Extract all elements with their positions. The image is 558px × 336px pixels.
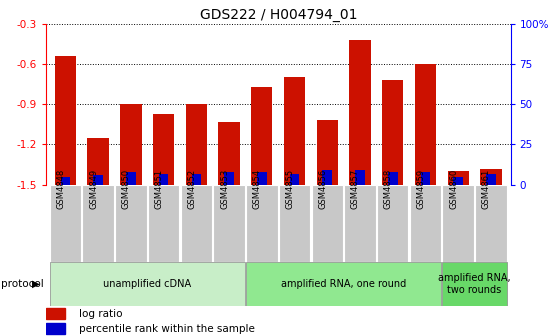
Text: unamplified cDNA: unamplified cDNA xyxy=(103,279,191,289)
Bar xyxy=(186,104,207,185)
Bar xyxy=(257,172,267,185)
Bar xyxy=(421,172,430,185)
Text: amplified RNA,
two rounds: amplified RNA, two rounds xyxy=(438,273,511,295)
Bar xyxy=(442,185,474,262)
Bar xyxy=(159,173,169,185)
Bar xyxy=(191,173,201,185)
Text: log ratio: log ratio xyxy=(79,309,123,319)
Bar xyxy=(213,185,245,262)
Bar xyxy=(475,185,507,262)
Bar xyxy=(46,323,65,335)
Text: amplified RNA, one round: amplified RNA, one round xyxy=(281,279,406,289)
Bar xyxy=(88,138,109,185)
Text: GSM4849: GSM4849 xyxy=(89,169,98,209)
Bar xyxy=(181,185,212,262)
Bar xyxy=(115,185,147,262)
Bar xyxy=(55,56,76,185)
Bar xyxy=(120,104,142,185)
Bar xyxy=(311,185,343,262)
Bar xyxy=(323,170,332,185)
Bar xyxy=(349,40,371,185)
Bar xyxy=(279,185,310,262)
Text: GSM4861: GSM4861 xyxy=(482,169,491,209)
Text: protocol: protocol xyxy=(1,279,44,289)
Bar xyxy=(251,87,272,185)
Bar xyxy=(290,173,299,185)
Bar xyxy=(377,185,408,262)
Bar xyxy=(218,122,240,185)
Bar xyxy=(83,185,114,262)
Bar xyxy=(246,262,441,306)
Text: GSM4857: GSM4857 xyxy=(351,169,360,209)
Bar xyxy=(442,262,507,306)
Bar xyxy=(316,120,338,185)
Text: GSM4853: GSM4853 xyxy=(220,169,229,209)
Text: GSM4856: GSM4856 xyxy=(318,169,327,209)
Bar xyxy=(50,262,245,306)
Text: ▶: ▶ xyxy=(32,279,40,289)
Text: GSM4851: GSM4851 xyxy=(155,169,163,209)
Bar xyxy=(415,64,436,185)
Bar xyxy=(246,185,277,262)
Bar xyxy=(126,172,136,185)
Bar xyxy=(454,177,463,185)
Bar xyxy=(50,185,81,262)
Bar xyxy=(355,170,365,185)
Bar xyxy=(224,172,234,185)
Bar xyxy=(480,169,502,185)
Text: GSM4850: GSM4850 xyxy=(122,169,131,209)
Bar xyxy=(410,185,441,262)
Text: percentile rank within the sample: percentile rank within the sample xyxy=(79,324,255,334)
Bar xyxy=(61,177,70,185)
Bar xyxy=(388,172,397,185)
Bar xyxy=(148,185,179,262)
Text: GSM4852: GSM4852 xyxy=(187,169,196,209)
Text: GDS222 / H004794_01: GDS222 / H004794_01 xyxy=(200,8,358,23)
Bar xyxy=(448,171,469,185)
Text: GSM4859: GSM4859 xyxy=(416,169,425,209)
Bar xyxy=(382,80,403,185)
Text: GSM4858: GSM4858 xyxy=(384,169,393,209)
Bar xyxy=(93,175,103,185)
Bar xyxy=(46,308,65,319)
Text: GSM4855: GSM4855 xyxy=(286,169,295,209)
Text: GSM4848: GSM4848 xyxy=(56,169,65,209)
Text: GSM4860: GSM4860 xyxy=(449,169,458,209)
Bar xyxy=(344,185,376,262)
Bar xyxy=(153,114,174,185)
Bar xyxy=(486,173,496,185)
Text: GSM4854: GSM4854 xyxy=(253,169,262,209)
Bar xyxy=(284,77,305,185)
